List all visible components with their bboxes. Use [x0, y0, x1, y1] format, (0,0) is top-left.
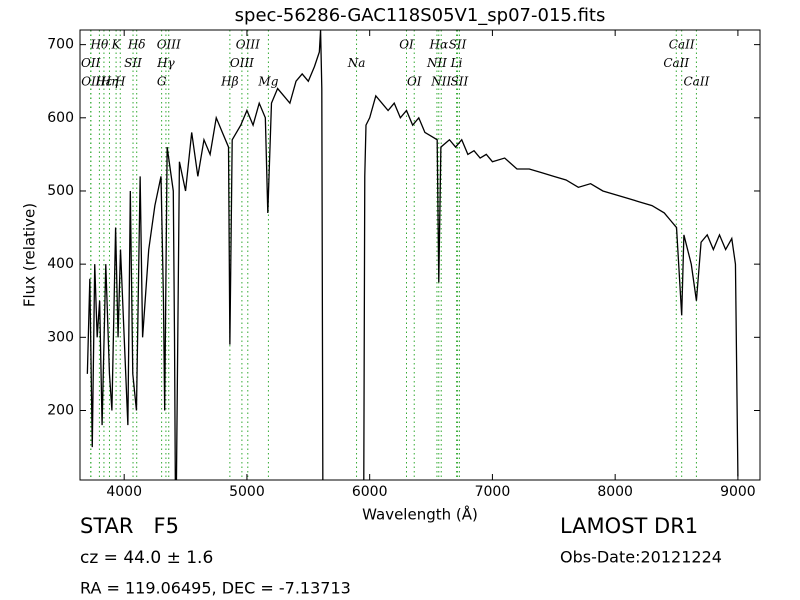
y-tick-label: 700	[47, 37, 74, 53]
line-label: H	[114, 75, 126, 89]
spectrum	[86, 30, 739, 480]
y-axis-label: Flux (relative)	[21, 203, 39, 307]
y-tick-label: 300	[47, 329, 74, 345]
x-tick-label: 7000	[475, 484, 511, 500]
line-label: NII	[430, 75, 451, 89]
y-tick-label: 600	[47, 110, 74, 126]
x-tick-label: 8000	[597, 484, 633, 500]
object-class: STAR F5	[80, 514, 179, 538]
survey: LAMOST DR1	[560, 514, 698, 538]
y-tick-label: 400	[47, 256, 74, 272]
line-label: OI	[407, 75, 422, 89]
line-label: CaII	[663, 56, 689, 70]
line-label: CaII	[684, 75, 710, 89]
redshift: cz = 44.0 ± 1.6	[80, 548, 213, 568]
line-label: Hδ	[127, 38, 146, 52]
plot-area	[80, 30, 760, 480]
line-label: OIII	[230, 56, 254, 70]
line-label: K	[111, 38, 122, 52]
line-label: SII	[124, 56, 142, 70]
chart-title: spec-56286-GAC118S05V1_sp07-015.fits	[235, 5, 606, 26]
line-label: Hβ	[220, 75, 238, 89]
y-tick-label: 500	[47, 183, 74, 199]
x-tick-label: 9000	[720, 484, 756, 500]
line-label: Mg	[257, 75, 278, 89]
y-tick-label: 200	[47, 402, 74, 418]
line-label: Li	[450, 56, 463, 70]
x-tick-label: 6000	[352, 484, 388, 500]
obs-date: Obs-Date:20121224	[560, 548, 722, 567]
coordinates: RA = 119.06495, DEC = -7.13713	[80, 579, 351, 598]
line-label: OII	[81, 75, 101, 89]
line-label: G	[157, 75, 167, 89]
line-label: CaII	[669, 38, 695, 52]
line-label: OIII	[236, 38, 260, 52]
line-label: SII	[451, 75, 469, 89]
line-label: NII	[426, 56, 447, 70]
line-label: Hη	[100, 75, 119, 89]
line-label: Hε	[94, 75, 112, 89]
plot-frame	[79, 29, 761, 481]
line-label: OI	[399, 38, 414, 52]
x-axis-label: Wavelength (Å)	[362, 505, 478, 524]
line-label: Hγ	[156, 56, 175, 70]
line-label: SII	[449, 38, 467, 52]
line-label: Hθ	[90, 38, 109, 52]
x-tick-label: 5000	[229, 484, 265, 500]
x-tick-label: 4000	[106, 484, 142, 500]
line-label: Hα	[428, 38, 448, 52]
line-label: OIII	[157, 38, 181, 52]
line-label: Na	[347, 56, 366, 70]
